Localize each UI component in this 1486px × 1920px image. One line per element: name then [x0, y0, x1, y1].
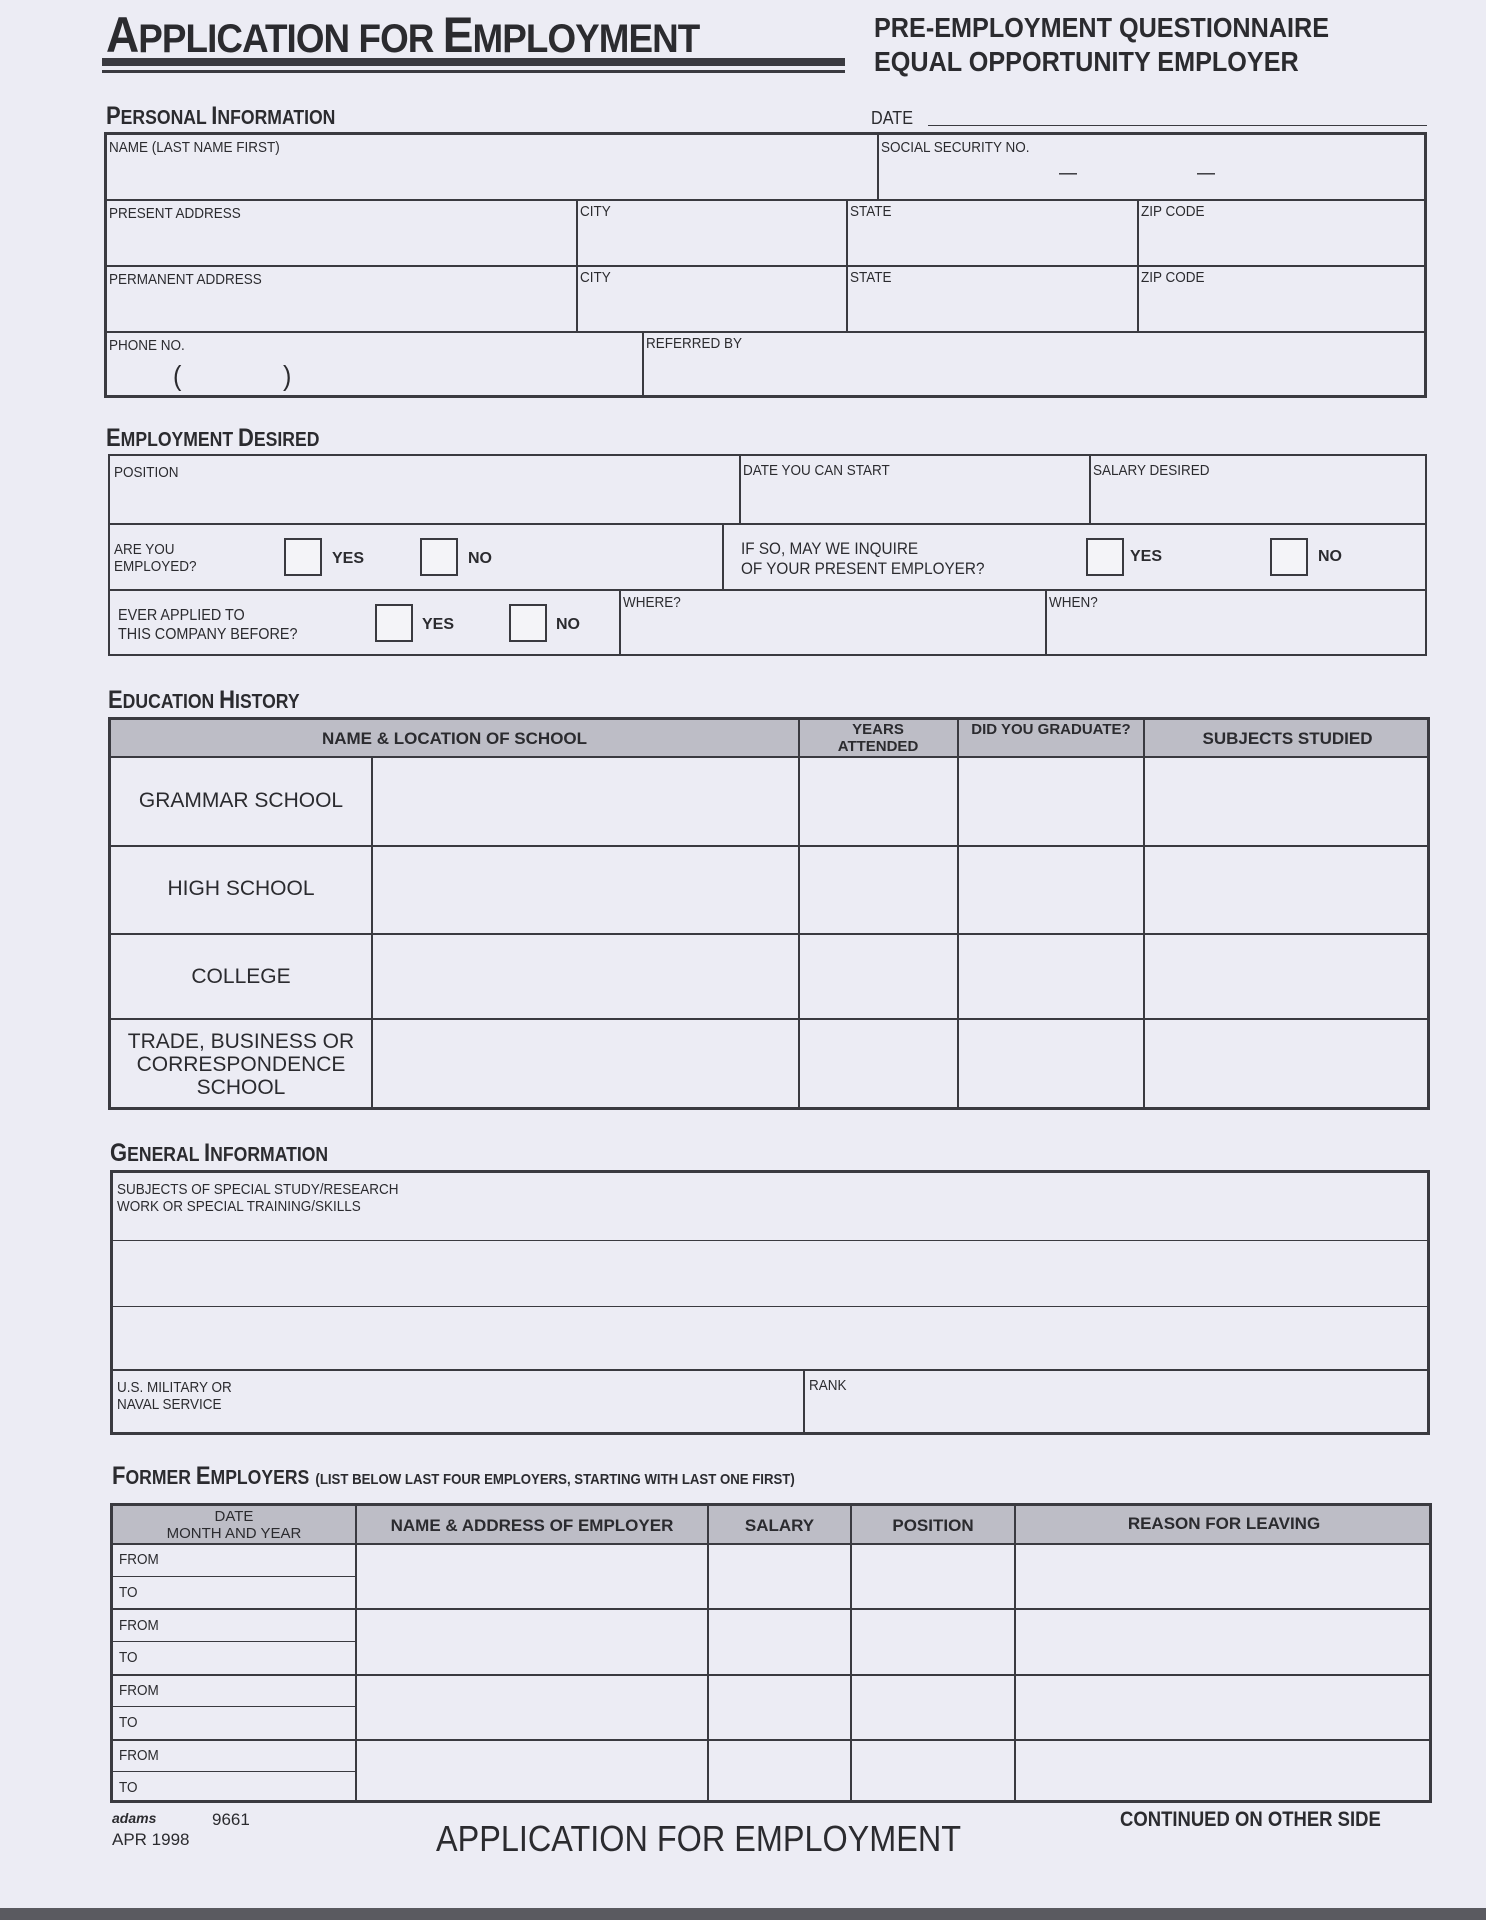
general-info-box: SUBJECTS OF SPECIAL STUDY/RESEARCH WORK O…: [110, 1170, 1430, 1435]
present-zip-label: ZIP CODE: [1141, 203, 1205, 220]
education-table: NAME & LOCATION OF SCHOOL YEARS ATTENDED…: [108, 717, 1430, 1110]
section-former-employers: FORMER EMPLOYERS (LIST BELOW LAST FOUR E…: [112, 1462, 795, 1490]
former-employers-table: DATE MONTH AND YEAR NAME & ADDRESS OF EMP…: [110, 1503, 1432, 1803]
date-label: DATE: [871, 108, 914, 128]
inquire-no-checkbox[interactable]: [1270, 538, 1308, 576]
position-label: POSITION: [114, 464, 179, 481]
employed-yes-checkbox[interactable]: [284, 538, 322, 576]
adams-logo: adams: [112, 1810, 157, 1826]
section-employment-desired: EMPLOYMENT DESIRED: [106, 424, 320, 452]
employed-no-checkbox[interactable]: [420, 538, 458, 576]
employed-yes-label: YES: [332, 550, 365, 567]
col-subjects: SUBJECTS STUDIED: [1202, 729, 1373, 748]
form-date: APR 1998: [112, 1830, 190, 1849]
applied-yes-checkbox[interactable]: [375, 604, 413, 642]
subtitle-equal-opportunity: EQUAL OPPORTUNITY EMPLOYER: [874, 46, 1299, 77]
to-label: TO: [119, 1584, 138, 1601]
employed-no-label: NO: [468, 550, 492, 567]
phone-paren-open: (: [173, 360, 182, 391]
name-label: NAME (LAST NAME FIRST): [109, 139, 280, 156]
form-title: APPLICATION FOR EMPLOYMENT: [106, 7, 700, 63]
col-school-name: NAME & LOCATION OF SCHOOL: [321, 729, 588, 748]
row-grammar-school: GRAMMAR SCHOOL: [138, 789, 344, 812]
permanent-zip-label: ZIP CODE: [1141, 269, 1205, 286]
page-edge: [0, 1908, 1486, 1920]
to-label: TO: [119, 1649, 138, 1666]
col-salary: SALARY: [744, 1516, 815, 1535]
former-employers-note: (LIST BELOW LAST FOUR EMPLOYERS, STARTIN…: [315, 1471, 795, 1488]
applied-no-checkbox[interactable]: [509, 604, 547, 642]
start-date-label: DATE YOU CAN START: [743, 462, 890, 479]
ssn-label: SOCIAL SECURITY NO.: [881, 139, 1030, 156]
name-field[interactable]: [107, 135, 875, 197]
permanent-state-label: STATE: [850, 269, 892, 286]
employment-desired-box: POSITION DATE YOU CAN START SALARY DESIR…: [108, 454, 1427, 656]
special-study-label: SUBJECTS OF SPECIAL STUDY/RESEARCH WORK O…: [117, 1181, 399, 1215]
personal-info-box: NAME (LAST NAME FIRST) SOCIAL SECURITY N…: [104, 132, 1427, 398]
from-label: FROM: [119, 1682, 159, 1699]
from-label: FROM: [119, 1747, 159, 1764]
to-label: TO: [119, 1779, 138, 1796]
salary-desired-label: SALARY DESIRED: [1093, 462, 1210, 479]
row-high-school: HIGH SCHOOL: [167, 877, 315, 900]
col-years-attended: YEARS ATTENDED: [837, 721, 919, 755]
permanent-address-label: PERMANENT ADDRESS: [109, 271, 262, 288]
inquire-no-label: NO: [1318, 548, 1342, 565]
col-date: DATE MONTH AND YEAR: [166, 1508, 302, 1542]
date-field[interactable]: [928, 125, 1427, 126]
row-trade-school: TRADE, BUSINESS OR CORRESPONDENCE SCHOOL: [127, 1030, 355, 1099]
to-label: TO: [119, 1714, 138, 1731]
phone-paren-close: ): [283, 360, 292, 391]
employed-label: ARE YOU EMPLOYED?: [114, 541, 197, 575]
continued-note: CONTINUED ON OTHER SIDE: [1120, 1808, 1381, 1831]
row-college: COLLEGE: [191, 965, 291, 988]
subtitle-questionnaire: PRE-EMPLOYMENT QUESTIONNAIRE: [874, 12, 1330, 43]
permanent-city-label: CITY: [580, 269, 611, 286]
applied-no-label: NO: [556, 616, 580, 633]
form-number: 9661: [212, 1810, 250, 1829]
applied-before-label: EVER APPLIED TO THIS COMPANY BEFORE?: [118, 607, 298, 643]
when-label: WHEN?: [1049, 594, 1098, 611]
from-label: FROM: [119, 1617, 159, 1634]
ssn-separator: —: [1197, 162, 1215, 184]
title-underline: [102, 58, 845, 66]
ssn-separator: —: [1059, 162, 1077, 184]
referred-by-label: REFERRED BY: [646, 335, 743, 352]
military-label: U.S. MILITARY OR NAVAL SERVICE: [117, 1379, 232, 1413]
present-city-label: CITY: [580, 203, 611, 220]
col-reason: REASON FOR LEAVING: [1127, 1514, 1321, 1533]
section-general-information: GENERAL INFORMATION: [110, 1139, 329, 1167]
phone-label: PHONE NO.: [109, 337, 185, 354]
col-position: POSITION: [892, 1516, 974, 1535]
title-underline-thin: [102, 70, 845, 73]
present-state-label: STATE: [850, 203, 892, 220]
col-employer: NAME & ADDRESS OF EMPLOYER: [390, 1516, 674, 1535]
from-label: FROM: [119, 1551, 159, 1568]
applied-yes-label: YES: [422, 616, 455, 633]
rank-label: RANK: [809, 1377, 847, 1394]
col-graduated: DID YOU GRADUATE?: [971, 721, 1131, 738]
present-address-label: PRESENT ADDRESS: [109, 205, 241, 222]
inquire-yes-label: YES: [1130, 548, 1163, 565]
inquire-label: IF SO, MAY WE INQUIRE OF YOUR PRESENT EMP…: [741, 539, 985, 578]
footer-title: APPLICATION FOR EMPLOYMENT: [436, 1818, 962, 1859]
inquire-yes-checkbox[interactable]: [1086, 538, 1124, 576]
section-education-history: EDUCATION HISTORY: [108, 686, 300, 714]
where-label: WHERE?: [623, 594, 681, 611]
section-personal-information: PERSONAL INFORMATION: [106, 102, 336, 130]
